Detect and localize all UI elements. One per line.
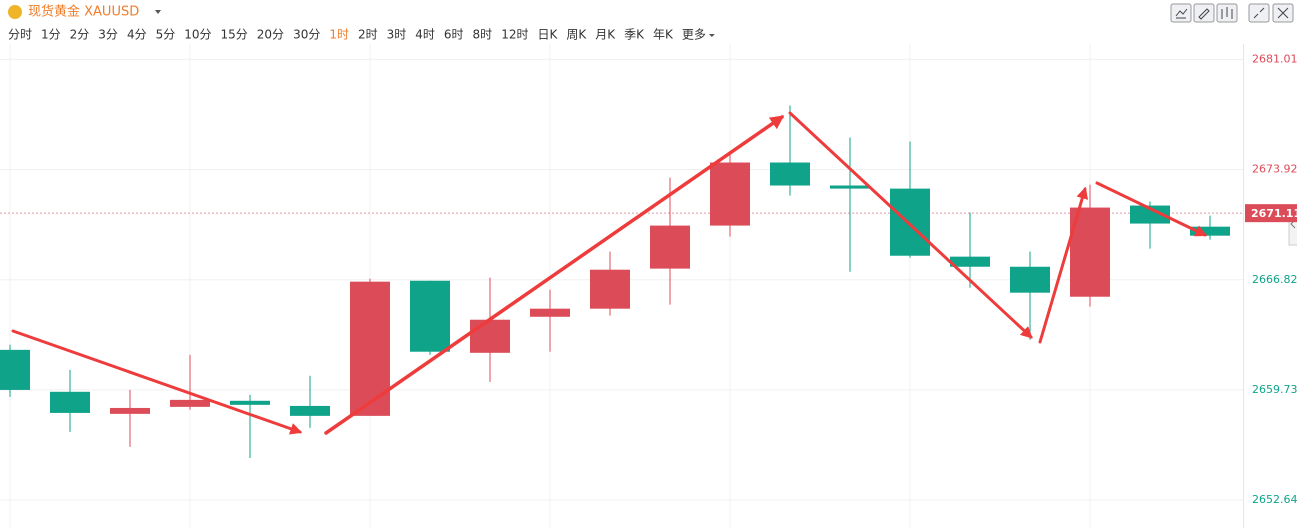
interval-button[interactable]: 3时 [387, 28, 407, 42]
candle-body [470, 319, 510, 353]
candle-body [0, 349, 30, 390]
interval-button[interactable]: 10分 [184, 28, 211, 42]
candle-body [350, 281, 390, 416]
candle-body [110, 407, 150, 414]
arrow [324, 115, 785, 435]
candle-body [710, 162, 750, 226]
candle-body [530, 308, 570, 317]
icon [1277, 7, 1289, 19]
interval-button[interactable]: 2时 [358, 28, 378, 42]
candle-body [950, 256, 990, 267]
candle-body [590, 269, 630, 309]
dropdown-caret [708, 34, 715, 37]
y-tick-label: 2652.64 [1252, 493, 1297, 506]
interval-button[interactable]: 5分 [156, 28, 176, 42]
y-tick-label: 2673.92 [1252, 163, 1297, 176]
interval-button[interactable]: 30分 [293, 28, 320, 42]
tool-button[interactable] [1170, 3, 1192, 23]
candle-body [410, 280, 450, 352]
icon [1175, 8, 1188, 19]
last-price-label: 2671.11 [1251, 207, 1297, 220]
interval-button[interactable]: 日K [537, 28, 558, 42]
y-tick-label: 2659.73 [1252, 383, 1297, 396]
interval-bar: 分时 1分 2分 3分 4分 5分 10分 15分 20分 30分 1时 2时 3时 4时 6时 8时 12时日… [8, 28, 715, 42]
header: 现货黄金 XAUUSD [8, 3, 1294, 23]
interval-button[interactable]: 15分 [221, 28, 248, 42]
interval-button[interactable]: 1时 [329, 28, 349, 42]
interval-button[interactable]: 季K [624, 28, 645, 42]
tool-button[interactable] [1248, 3, 1270, 23]
interval-button[interactable]: 2分 [70, 28, 90, 42]
interval-button[interactable]: 8时 [473, 28, 493, 42]
arrow [1095, 181, 1208, 237]
candle-body [230, 400, 270, 405]
icon [1221, 7, 1233, 19]
candle-body [1190, 226, 1230, 236]
last-price-box [1245, 204, 1297, 223]
interval-button[interactable]: 4时 [415, 28, 435, 42]
plot-area [0, 44, 1243, 528]
candle-body [290, 405, 330, 416]
interval-button[interactable]: 4分 [127, 28, 147, 42]
arrow [1038, 186, 1089, 344]
interval-button[interactable]: 月K [595, 28, 616, 42]
icon [1198, 8, 1210, 20]
candle-body [890, 188, 930, 256]
interval-button[interactable]: 12时 [501, 28, 528, 42]
candle-body [770, 162, 810, 186]
interval-button[interactable]: 6时 [444, 28, 464, 42]
symbol-title: 现货黄金 XAUUSD [28, 4, 139, 20]
dropdown-caret[interactable] [155, 10, 161, 14]
interval-button[interactable]: 1分 [41, 28, 61, 42]
interval-button[interactable]: 分时 [8, 28, 32, 42]
interval-button[interactable]: 更多 [682, 28, 706, 42]
tool-button[interactable] [1193, 3, 1215, 23]
interval-button[interactable]: 3分 [98, 28, 118, 42]
arrow [11, 329, 303, 435]
candle-body [1130, 205, 1170, 224]
y-tick-label: 2681.01 [1252, 52, 1297, 65]
interval-button[interactable]: 20分 [257, 28, 284, 42]
icon [1253, 7, 1265, 19]
candle-body [1010, 266, 1050, 293]
arrow [788, 111, 1033, 339]
candle-body [830, 185, 870, 189]
interval-button[interactable]: 周K [566, 28, 587, 42]
candle-body [50, 391, 90, 413]
interval-button[interactable]: 年K [653, 28, 674, 42]
annotation-arrows [11, 111, 1208, 435]
candle-body [170, 399, 210, 407]
y-tick-label: 2666.82 [1252, 273, 1297, 286]
gold-icon [8, 5, 22, 19]
candle-body [650, 225, 690, 269]
